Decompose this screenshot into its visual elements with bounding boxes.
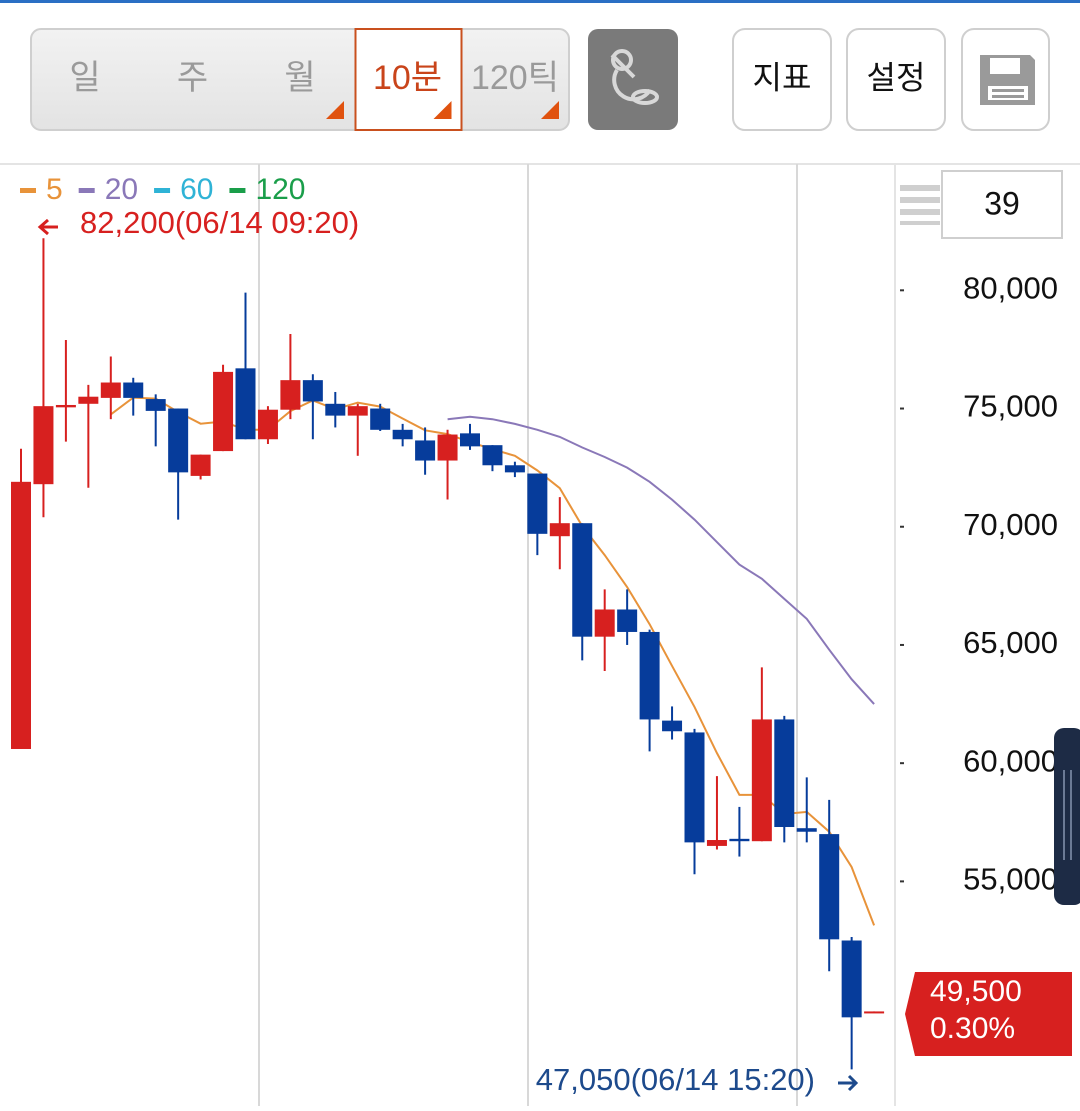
candle-body xyxy=(729,838,750,842)
y-tick-label: 65,000 xyxy=(963,625,1058,660)
high-annotation: 82,200(06/14 09:20) xyxy=(80,205,359,240)
legend-label: 120 xyxy=(255,173,305,206)
tab-label: 월 xyxy=(284,59,315,97)
tab-corner xyxy=(541,101,559,119)
button-label: 지표 xyxy=(753,59,812,95)
candle-body xyxy=(572,523,593,637)
candle-body xyxy=(168,408,189,473)
candle-body xyxy=(684,732,705,843)
chart-area xyxy=(0,163,1080,1106)
ma-line xyxy=(447,415,875,705)
y-tick-label: 60,000 xyxy=(963,743,1058,778)
candle-body xyxy=(527,473,548,534)
candle-body xyxy=(55,404,76,408)
candle-body xyxy=(78,396,99,404)
candle-body xyxy=(347,406,368,416)
save-icon xyxy=(980,55,1035,105)
candle-body xyxy=(370,408,391,430)
legend-label: 5 xyxy=(46,173,63,206)
button-label: 설정 xyxy=(867,59,926,95)
candle-body xyxy=(145,399,166,411)
arrow-right xyxy=(838,1074,859,1092)
candle-body xyxy=(504,465,525,473)
legend-swatch xyxy=(20,188,36,193)
candle-body xyxy=(460,433,480,447)
candle-body xyxy=(213,371,234,452)
candle-body xyxy=(864,1011,885,1014)
price-label: 49,500 xyxy=(930,975,1022,1008)
candle-body xyxy=(662,720,683,732)
candle-body xyxy=(302,380,323,402)
buttons: 지표 설정 xyxy=(732,28,946,131)
candle-body xyxy=(819,834,840,940)
price-tag xyxy=(905,972,1072,1056)
candle-body xyxy=(549,523,570,537)
legend-label: 20 xyxy=(105,173,138,206)
candle-body xyxy=(235,368,256,440)
tab-corner xyxy=(433,101,452,119)
plot: 55,000 60,000 65,000 70,000 75,000 80,000 xyxy=(11,238,1058,1070)
low-annotation: 47,050(06/14 15:20) xyxy=(536,1062,815,1097)
candle-body xyxy=(11,481,31,749)
tab-label: 120틱 xyxy=(471,59,559,97)
side-handle[interactable] xyxy=(1054,728,1080,905)
candle-body xyxy=(617,609,638,632)
y-tick-label: 70,000 xyxy=(963,507,1058,542)
legend-swatch xyxy=(154,188,171,193)
candle-body xyxy=(706,840,727,846)
drawing-tool-button[interactable] xyxy=(588,29,678,130)
candle-body xyxy=(325,403,346,416)
tabs: 일 주 월 10분 120틱 xyxy=(69,28,559,131)
menu-handle xyxy=(900,185,940,225)
legend: 5 20 60 120 xyxy=(20,173,306,206)
count-box[interactable] xyxy=(941,170,1063,239)
candle-body xyxy=(190,454,211,476)
tab-label: 주 xyxy=(177,59,208,97)
candle-body xyxy=(774,719,795,828)
y-tick-label: 80,000 xyxy=(963,270,1058,305)
candle-body xyxy=(841,940,862,1018)
candle-body xyxy=(594,609,615,637)
arrow-left xyxy=(37,218,58,236)
candle-body xyxy=(280,380,301,410)
tab-corner xyxy=(326,101,344,119)
button[interactable] xyxy=(846,28,946,131)
top-bar xyxy=(0,0,1080,3)
candle-body xyxy=(796,828,817,832)
candle-body xyxy=(482,445,503,466)
y-tick-label: 75,000 xyxy=(963,389,1058,424)
legend-swatch xyxy=(229,188,246,193)
tab-label: 10분 xyxy=(373,59,442,97)
legend-swatch xyxy=(78,188,95,193)
button[interactable] xyxy=(732,28,832,131)
candle-body xyxy=(751,719,772,842)
candle-body xyxy=(123,382,144,398)
drawing-icon xyxy=(610,49,659,105)
candle-body xyxy=(437,434,458,461)
legend-label: 60 xyxy=(180,173,213,206)
y-tick-label: 55,000 xyxy=(963,862,1058,897)
candle-body xyxy=(639,631,660,720)
count-text: 39 xyxy=(984,185,1020,221)
candle-body xyxy=(415,440,436,461)
side-handle-grip xyxy=(1063,770,1072,860)
candle-body xyxy=(33,406,54,485)
candle-body xyxy=(100,382,121,398)
candle-body xyxy=(257,409,278,440)
candle-body xyxy=(392,429,413,440)
change-label: 0.30% xyxy=(930,1012,1015,1045)
tab-label: 일 xyxy=(69,59,100,97)
